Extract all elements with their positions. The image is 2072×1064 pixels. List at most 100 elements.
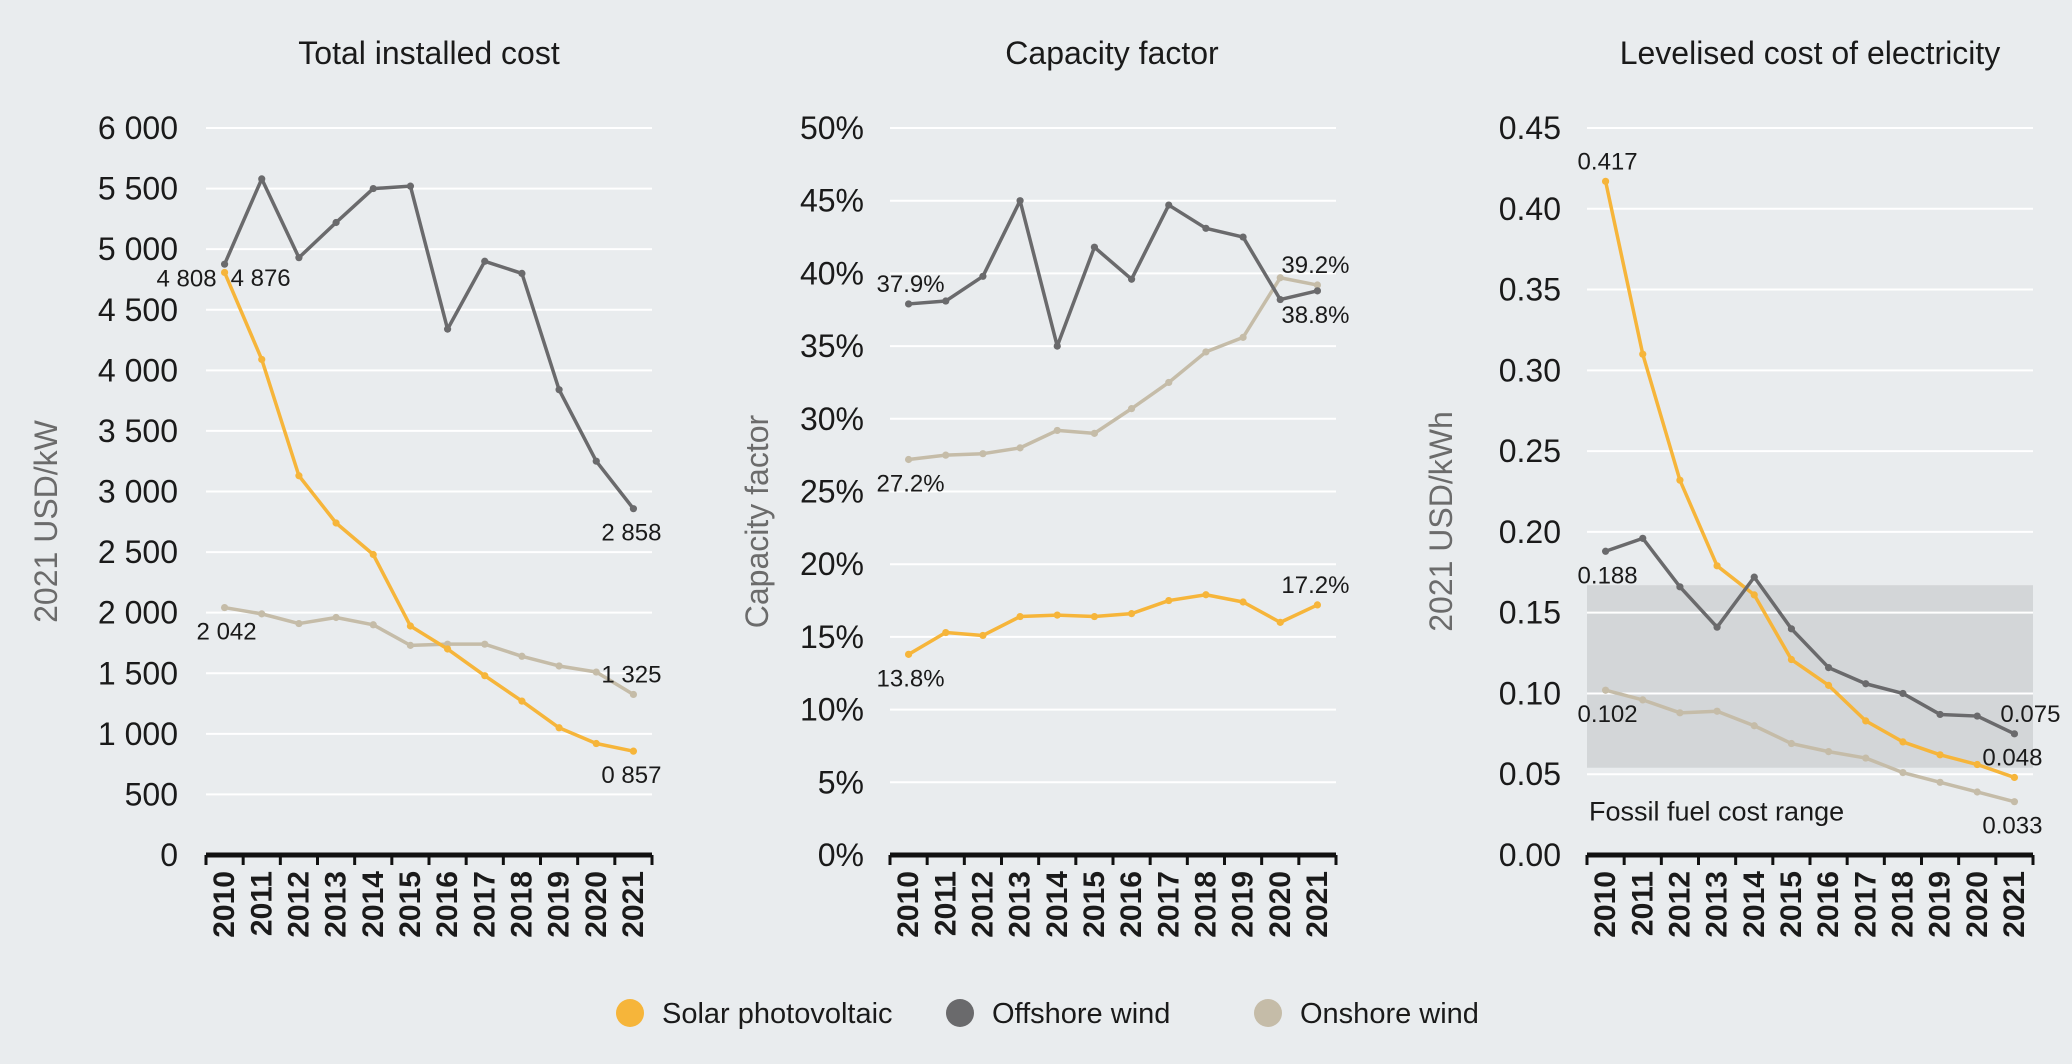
y-axis-label: 2021 USD/kW	[28, 419, 64, 623]
data-label: 0.033	[1982, 813, 2042, 840]
data-point-offshore	[592, 457, 600, 465]
data-point-offshore	[979, 272, 987, 280]
x-tick-label: 2021	[617, 871, 650, 938]
data-point-offshore	[220, 260, 229, 268]
data-point-solar	[481, 672, 489, 680]
data-point-solar	[1016, 612, 1024, 621]
data-point-solar	[1899, 738, 1907, 746]
data-point-offshore	[942, 297, 950, 305]
data-point-onshore	[1750, 722, 1758, 730]
y-tick-label: 2 500	[98, 534, 178, 570]
data-point-solar	[258, 355, 266, 364]
data-point-solar	[1973, 760, 1981, 769]
data-point-solar	[629, 747, 638, 755]
x-tick-label: 2018	[1886, 871, 1919, 938]
x-tick-label: 2011	[245, 871, 278, 936]
data-point-solar	[406, 622, 415, 630]
x-tick-label: 2018	[1189, 871, 1222, 938]
y-tick-label: 0%	[818, 837, 864, 873]
y-tick-label: 3 000	[98, 474, 178, 510]
data-point-onshore	[2010, 798, 2019, 806]
x-tick-label: 2012	[966, 871, 999, 938]
y-tick-label: 1 000	[98, 716, 178, 752]
x-tick-label: 2014	[357, 871, 390, 938]
data-point-solar	[1127, 610, 1136, 618]
x-tick-label: 2020	[1264, 871, 1297, 938]
data-label: 13.8%	[877, 665, 945, 692]
data-point-offshore	[1936, 710, 1944, 719]
y-tick-label: 25%	[800, 474, 864, 510]
y-tick-label: 1 500	[98, 655, 178, 691]
data-label: 17.2%	[1281, 572, 1349, 599]
data-point-offshore	[1862, 680, 1870, 688]
x-tick-label: 2013	[320, 871, 353, 938]
y-tick-label: 5 500	[98, 171, 178, 207]
x-tick-label: 2012	[1663, 871, 1696, 938]
data-point-solar	[1313, 601, 1322, 609]
x-tick-label: 2015	[394, 871, 427, 938]
data-point-offshore	[1202, 224, 1210, 232]
x-tick-label: 2017	[468, 871, 501, 938]
data-point-offshore	[1899, 689, 1907, 698]
data-point-offshore	[1713, 623, 1721, 631]
data-point-onshore	[1601, 686, 1610, 694]
y-tick-label: 30%	[800, 401, 864, 437]
y-axis-label: 2021 USD/kWh	[1423, 411, 1459, 632]
y-tick-label: 2 000	[98, 595, 178, 631]
y-tick-label: 0.20	[1499, 514, 1561, 550]
data-point-onshore	[1276, 274, 1284, 282]
chart-title: Total installed cost	[298, 35, 560, 71]
series-line-onshore	[908, 276, 1318, 462]
y-tick-label: 0.15	[1499, 595, 1561, 631]
x-tick-label: 2021	[1301, 871, 1334, 938]
x-tick-label: 2020	[1961, 871, 1994, 938]
data-label: 39.2%	[1281, 252, 1349, 279]
data-label: 0.048	[1982, 744, 2042, 771]
data-point-solar	[1824, 681, 1833, 689]
data-point-offshore	[518, 269, 526, 277]
data-point-offshore	[481, 257, 489, 265]
data-label: 38.8%	[1281, 302, 1349, 329]
data-point-offshore	[555, 386, 563, 394]
data-label: 2 858	[601, 520, 661, 547]
data-label: 37.9%	[877, 271, 945, 298]
data-point-onshore	[979, 450, 987, 458]
data-point-onshore	[1202, 348, 1210, 356]
data-point-onshore	[1824, 748, 1833, 756]
data-point-solar	[443, 645, 452, 653]
data-point-solar	[979, 631, 987, 640]
x-tick-label: 2018	[505, 871, 538, 938]
data-point-onshore	[332, 613, 340, 622]
data-point-solar	[942, 628, 950, 637]
y-tick-label: 10%	[800, 692, 864, 728]
legend-label: Offshore wind	[992, 998, 1170, 1030]
data-point-onshore	[369, 621, 377, 629]
x-tick-label: 2014	[1041, 871, 1074, 938]
band-label: Fossil fuel cost range	[1589, 796, 1844, 826]
series-line-onshore	[1605, 688, 2015, 804]
data-point-offshore	[1239, 233, 1247, 241]
data-point-onshore	[1973, 788, 1981, 796]
legend-marker	[616, 999, 644, 1027]
data-label: 0.102	[1578, 701, 1638, 728]
y-tick-label: 0.05	[1499, 756, 1561, 792]
y-tick-label: 15%	[800, 619, 864, 655]
data-point-solar	[295, 472, 303, 480]
y-tick-label: 0.40	[1499, 191, 1561, 227]
data-point-solar	[1165, 596, 1173, 605]
data-point-onshore	[1016, 444, 1024, 452]
data-point-offshore	[1090, 243, 1099, 251]
y-tick-label: 5%	[818, 764, 864, 800]
y-tick-label: 0	[160, 837, 178, 873]
data-point-offshore	[1601, 547, 1610, 555]
y-tick-label: 0.10	[1499, 675, 1561, 711]
data-point-offshore	[629, 505, 638, 513]
data-point-onshore	[904, 455, 913, 464]
series-line-offshore	[908, 198, 1318, 348]
x-tick-label: 2017	[1849, 871, 1882, 938]
data-point-solar	[592, 739, 600, 748]
y-tick-label: 45%	[800, 183, 864, 219]
data-point-offshore	[295, 254, 303, 262]
data-point-onshore	[295, 619, 303, 628]
